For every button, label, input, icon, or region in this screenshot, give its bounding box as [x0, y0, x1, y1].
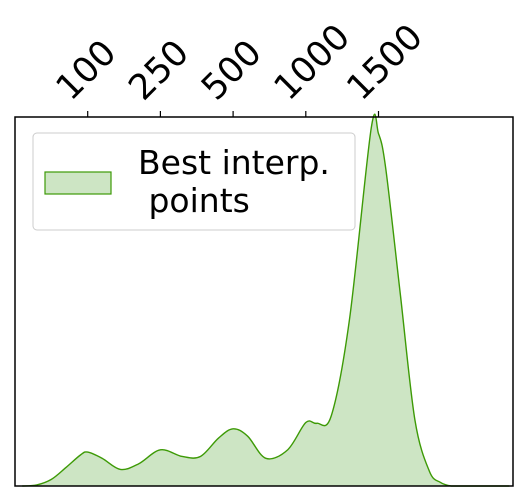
density-line: [22, 113, 510, 487]
x-tick-label: 250: [121, 33, 197, 109]
x-tick-label: 1000: [267, 17, 358, 108]
density-fill: [22, 114, 510, 487]
legend-label: Best interp. points: [138, 143, 330, 220]
x-tick-label: 500: [194, 33, 270, 109]
legend-swatch: [44, 171, 112, 195]
x-tick-label: 100: [49, 33, 125, 109]
density-area: [22, 113, 510, 487]
plot-frame: [14, 116, 514, 487]
legend-box: [32, 132, 356, 231]
x-tick-label: 1500: [340, 17, 431, 108]
legend: Best interp. points: [32, 132, 356, 231]
